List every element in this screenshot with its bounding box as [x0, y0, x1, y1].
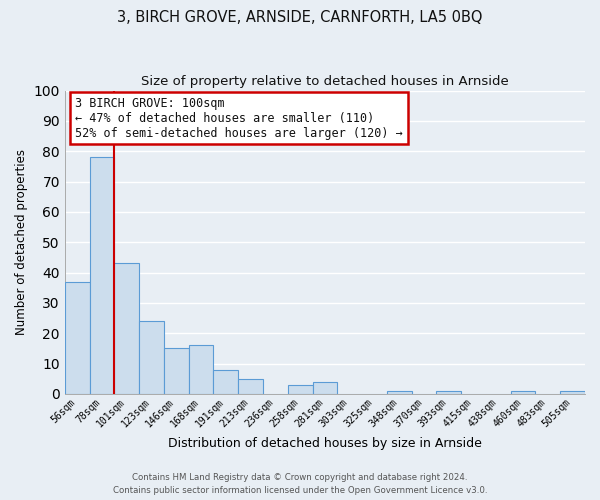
- Bar: [65, 282, 89, 394]
- Text: 3, BIRCH GROVE, ARNSIDE, CARNFORTH, LA5 0BQ: 3, BIRCH GROVE, ARNSIDE, CARNFORTH, LA5 …: [117, 10, 483, 25]
- Bar: [511, 391, 535, 394]
- Y-axis label: Number of detached properties: Number of detached properties: [15, 149, 28, 335]
- Bar: [313, 382, 337, 394]
- Bar: [188, 346, 214, 394]
- Bar: [238, 378, 263, 394]
- Bar: [288, 385, 313, 394]
- X-axis label: Distribution of detached houses by size in Arnside: Distribution of detached houses by size …: [168, 437, 482, 450]
- Bar: [387, 391, 412, 394]
- Bar: [436, 391, 461, 394]
- Title: Size of property relative to detached houses in Arnside: Size of property relative to detached ho…: [141, 75, 509, 88]
- Bar: [139, 321, 164, 394]
- Bar: [164, 348, 188, 394]
- Bar: [560, 391, 585, 394]
- Text: 3 BIRCH GROVE: 100sqm
← 47% of detached houses are smaller (110)
52% of semi-det: 3 BIRCH GROVE: 100sqm ← 47% of detached …: [75, 96, 403, 140]
- Bar: [89, 158, 115, 394]
- Bar: [115, 264, 139, 394]
- Bar: [214, 370, 238, 394]
- Text: Contains HM Land Registry data © Crown copyright and database right 2024.
Contai: Contains HM Land Registry data © Crown c…: [113, 474, 487, 495]
